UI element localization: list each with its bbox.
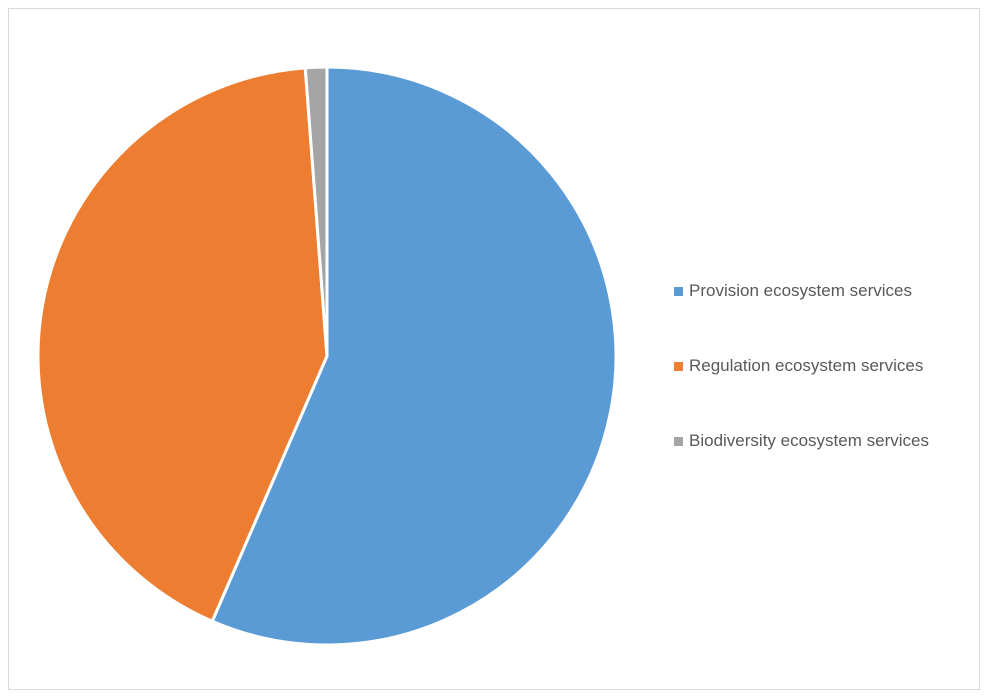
chart-area: Provision ecosystem services Regulation … <box>8 8 980 690</box>
legend-label-provision: Provision ecosystem services <box>689 281 912 300</box>
pie-chart <box>36 65 618 647</box>
legend-swatch-biodiversity <box>674 436 683 446</box>
legend-label-regulation: Regulation ecosystem services <box>689 356 924 375</box>
legend-swatch-provision <box>674 286 683 296</box>
legend-label-biodiversity: Biodiversity ecosystem services <box>689 431 929 450</box>
pie-slice-biodiversity <box>303 65 329 358</box>
legend-item-regulation: Regulation ecosystem services <box>674 354 974 378</box>
legend-swatch-regulation <box>674 361 683 371</box>
legend-item-biodiversity: Biodiversity ecosystem services <box>674 429 974 453</box>
legend: Provision ecosystem services Regulation … <box>674 279 974 504</box>
pie-slice-provision <box>210 65 618 647</box>
legend-item-provision: Provision ecosystem services <box>674 279 974 303</box>
pie-slice-regulation <box>36 66 329 623</box>
